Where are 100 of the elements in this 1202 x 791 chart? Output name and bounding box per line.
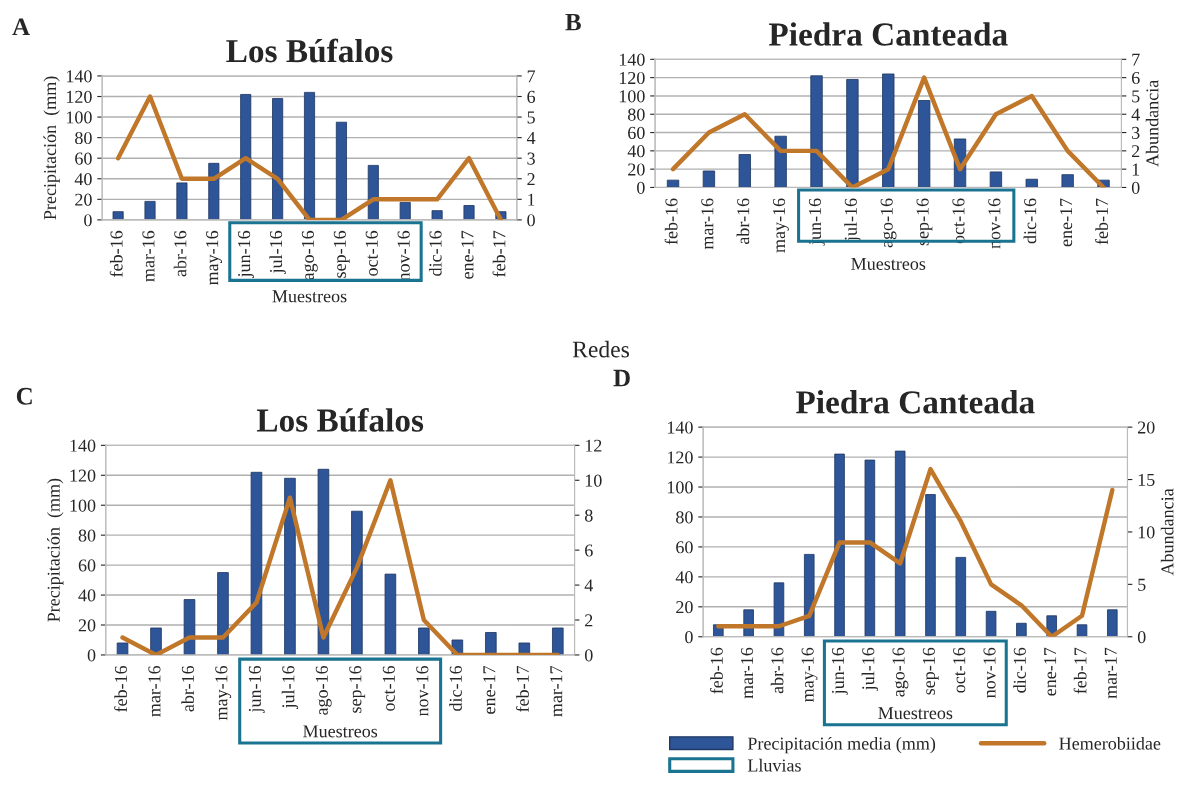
x-tick-label: ene-17	[483, 665, 496, 714]
x-tick-label: dic-16	[1013, 647, 1026, 693]
x-tick-label: ago-16	[301, 230, 318, 280]
y2-tick-label: 7	[527, 70, 536, 83]
x-tick-label: jun-16	[831, 647, 848, 695]
y2-tick-label: 0	[527, 214, 535, 227]
y-tick-label: 140	[619, 53, 645, 66]
chart-subtitle: Redes	[572, 340, 629, 358]
y-tick-label: 100	[66, 111, 92, 124]
x-tick-label: nov-16	[988, 198, 1001, 249]
y-tick-label: 40	[627, 145, 645, 158]
y2-tick-label: 4	[584, 579, 594, 592]
y2-tick-label: 15	[1138, 473, 1155, 486]
x-tick-label: mar-17	[550, 665, 563, 717]
x-tick-label: feb-17	[515, 665, 529, 712]
y-tick-label: 20	[628, 163, 645, 176]
x-axis-title: Muestreos	[878, 707, 953, 720]
y-tick-label: 100	[619, 90, 645, 103]
y-tick-label: 40	[675, 571, 693, 584]
y2-tick-label: 0	[1131, 181, 1140, 194]
y-tick-label: 100	[667, 481, 693, 494]
x-tick-label: abr-16	[736, 198, 750, 245]
y2-tick-label: 2	[1131, 145, 1140, 158]
x-tick-label: oct-16	[953, 647, 966, 693]
y2-tick-label: 3	[1132, 126, 1140, 139]
legend-label: Precipitación media (mm)	[747, 736, 936, 754]
x-tick-label: sep-16	[349, 665, 366, 713]
y-tick-label: 60	[628, 126, 645, 139]
y-tick-label: 20	[78, 619, 96, 632]
y-tick-label: 120	[66, 90, 92, 103]
y-tick-label: 0	[84, 214, 92, 227]
y-tick-label: 120	[70, 469, 96, 482]
y2-tick-label: 6	[527, 90, 536, 103]
x-tick-label: mar-16	[148, 665, 161, 717]
x-tick-label: abr-16	[770, 647, 784, 694]
y2-tick-label: 12	[585, 439, 602, 452]
y-tick-label: 140	[70, 439, 96, 452]
y2-tick-label: 6	[585, 544, 593, 557]
y2-tick-label: 7	[1132, 53, 1140, 66]
y-tick-label: 0	[685, 631, 693, 644]
y2-tick-label: 2	[527, 173, 535, 186]
x-tick-label: mar-17	[1104, 647, 1117, 699]
y-axis-title: Precipitación (mm)	[43, 76, 60, 220]
x-tick-label: mar-16	[142, 230, 155, 282]
x-axis-title: Muestreos	[851, 257, 926, 270]
x-tick-label: ago-16	[892, 647, 909, 697]
chart-title: Piedra Canteada	[795, 390, 1035, 414]
x-tick-label: dic-16	[428, 230, 442, 276]
x-tick-label: feb-16	[109, 230, 123, 277]
x-tick-label: ene-17	[1044, 647, 1057, 696]
y2-tick-label: 4	[526, 132, 536, 144]
y-tick-label: 80	[75, 131, 92, 145]
chart-title: Los Búfalos	[256, 407, 424, 432]
x-tick-label: jul-16	[269, 230, 286, 274]
x-tick-label: oct-16	[382, 665, 395, 711]
x-tick-label: may-16	[772, 198, 789, 253]
y-tick-label: 100	[70, 499, 96, 512]
y2-tick-label: 4	[1131, 108, 1140, 121]
x-tick-label: jul-16	[281, 665, 299, 710]
text: D	[613, 369, 630, 387]
x-tick-label: dic-16	[1023, 198, 1037, 244]
x-tick-label: may-16	[801, 647, 818, 702]
x-tick-label: mar-16	[701, 198, 714, 250]
x-tick-label: feb-16	[664, 198, 678, 245]
x-tick-label: abr-16	[173, 230, 187, 277]
y2-tick-label: 5	[1132, 90, 1140, 103]
x-axis-title: Muestreos	[303, 725, 378, 738]
x-tick-label: sep-16	[333, 230, 350, 278]
x-tick-label: abr-16	[181, 665, 195, 712]
x-tick-label: jun-16	[238, 230, 254, 278]
y2-axis-title: Abundancia	[1145, 80, 1159, 167]
x-tick-label: oct-16	[365, 230, 378, 276]
x-tick-label: oct-16	[952, 198, 965, 244]
y-tick-label: 120	[667, 451, 693, 464]
x-tick-label: jun-16	[248, 665, 265, 714]
x-tick-label: feb-16	[709, 647, 723, 694]
x-tick-label: nov-16	[416, 665, 429, 717]
y2-axis-title: Abundancia	[1160, 488, 1174, 576]
x-tick-label: ago-16	[315, 665, 332, 715]
y2-tick-label: 1	[528, 193, 535, 206]
y2-tick-label: 0	[584, 649, 593, 662]
y2-tick-label: 5	[1138, 578, 1146, 591]
y-tick-label: 80	[676, 511, 693, 524]
y2-tick-label: 3	[527, 152, 535, 165]
y2-tick-label: 10	[1138, 526, 1155, 539]
x-tick-label: feb-17	[1073, 647, 1087, 694]
x-tick-label: ago-16	[880, 198, 897, 248]
y-tick-label: 60	[78, 559, 96, 572]
y2-tick-label: 0	[1137, 631, 1146, 644]
y-tick-label: 20	[75, 193, 92, 206]
text: A	[12, 18, 30, 36]
y2-tick-label: 2	[585, 614, 593, 627]
x-tick-label: ene-17	[461, 230, 474, 279]
y-tick-label: 20	[676, 601, 693, 614]
x-tick-label: nov-16	[983, 647, 996, 698]
x-tick-label: jun-16	[808, 198, 825, 246]
x-tick-label: may-16	[206, 230, 222, 286]
y2-tick-label: 6	[1131, 71, 1140, 85]
x-tick-label: mar-16	[741, 647, 754, 699]
text: Lluvias	[747, 758, 801, 772]
